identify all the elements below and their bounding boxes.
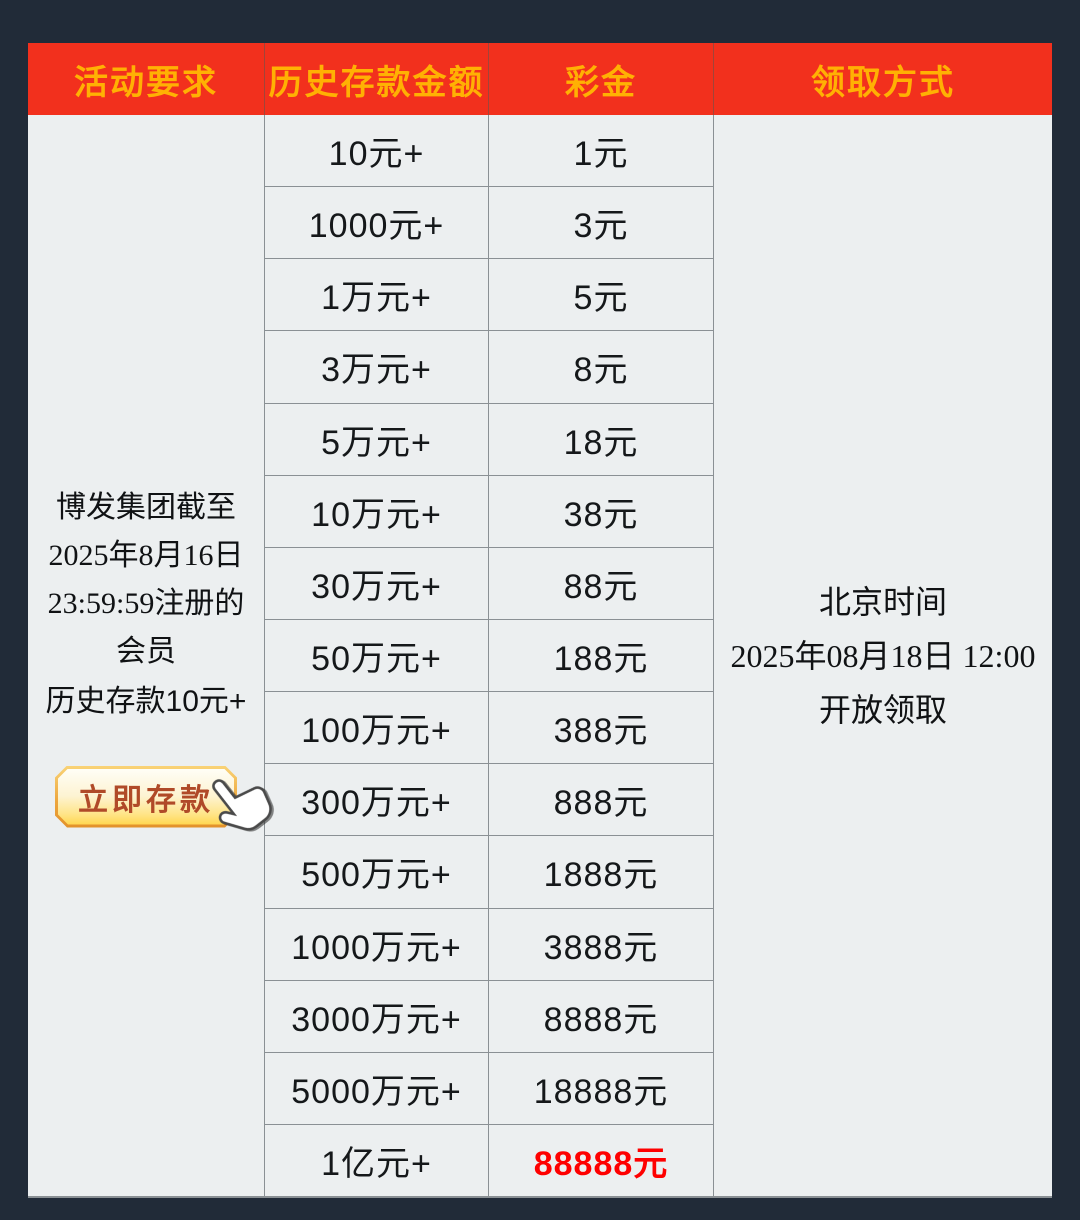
deposit-tier-cell: 3万元+ [265,331,488,404]
bonus-cell: 88元 [489,548,713,620]
bonus-cell: 1888元 [489,836,713,909]
header-deposit-amount: 历史存款金额 [265,43,489,115]
bonus-cell: 1元 [489,115,713,188]
bonus-cell: 888元 [489,764,713,837]
bonus-cell-top-prize: 88888元 [533,1145,669,1184]
bonus-cell: 8888元 [489,981,713,1053]
bonus-cell: 18888元 [489,1053,713,1125]
deposit-button-label: 立即存款 [78,783,214,817]
deposit-tier-cell: 5000万元+ [265,1053,488,1125]
header-claim-method: 领取方式 [811,63,955,102]
bonus-cell: 5元 [489,259,713,332]
deposit-tier-cell: 5万元+ [265,404,488,476]
deposit-tier-cell: 3000万元+ [265,981,488,1053]
promo-table: 活动要求 历史存款金额 彩金 领取方式 博发集团截至2025年8月16日23:5… [28,43,1052,1198]
deposit-tier-cell: 500万元+ [265,836,488,909]
requirement-text: 博发集团截至2025年8月16日23:59:59注册的会员 [47,490,245,668]
header-activity-requirements: 活动要求 [28,43,265,115]
bonus-cell: 388元 [489,692,713,765]
claim-method-cell: 北京时间 2025年08月18日 12:00 开放领取 [714,115,1052,1196]
bonus-column: 1元 3元 5元 8元 18元 38元 88元 188元 388元 888元 1888元 3888元 8… [489,115,714,1196]
deposit-tier-cell: 1万元+ [265,259,488,332]
deposit-tier-cell: 10万元+ [265,476,488,548]
deposit-tier-cell: 1000万元+ [265,909,488,981]
requirement-cell: 博发集团截至2025年8月16日23:59:59注册的会员 历史存款10元+ 立… [28,115,272,1196]
claim-line-1: 北京时间 [818,583,947,620]
claim-line-2: 2025年08月18日 12:00 [730,637,1036,674]
deposit-tier-cell: 1000元+ [265,187,488,260]
deposit-tier-cell: 100万元+ [265,692,488,765]
bonus-cell: 38元 [489,476,713,548]
deposit-tier-cell: 10元+ [265,115,488,188]
deposit-tier-cell: 1亿元+ [321,1145,432,1184]
bonus-cell: 18元 [489,404,713,476]
bonus-cell: 3888元 [489,909,713,981]
deposit-tier-cell: 300万元+ [265,764,488,837]
deposit-tier-cell: 50万元+ [265,620,488,693]
claim-line-3: 开放领取 [818,691,947,728]
header-bonus: 彩金 [489,43,714,115]
bonus-cell: 3元 [489,187,713,260]
deposit-button-area: 立即存款 [55,766,272,831]
deposit-tier-cell: 30万元+ [265,548,488,620]
bonus-cell: 8元 [489,331,713,404]
deposit-button-face [58,769,234,825]
deposit-amount-column: 10元+ 1000元+ 1万元+ 3万元+ 5万元+ 10万元+ 30万元+ 50万元+ 100… [265,115,489,1196]
table-header-row: 活动要求 历史存款金额 彩金 领取方式 [28,43,1052,115]
bonus-cell: 188元 [489,620,713,693]
table-body: 博发集团截至2025年8月16日23:59:59注册的会员 历史存款10元+ 立… [28,115,1052,1198]
deposit-now-button[interactable]: 立即存款 [55,766,237,828]
requirement-deposit-text: 历史存款10元+ [45,684,247,718]
